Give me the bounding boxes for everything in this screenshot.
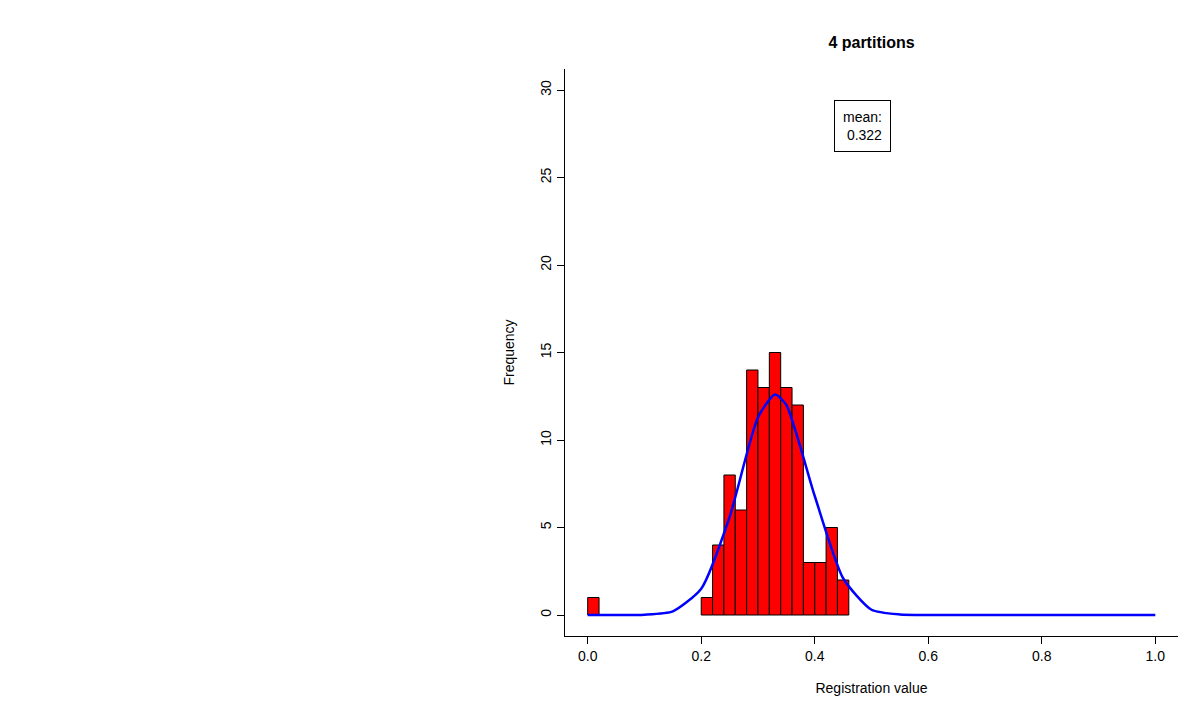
svg-text:15: 15 — [538, 342, 554, 358]
svg-text:10: 10 — [538, 430, 554, 446]
svg-text:0: 0 — [538, 609, 554, 617]
svg-text:0.2: 0.2 — [691, 648, 711, 664]
svg-text:4 partitions: 4 partitions — [828, 34, 914, 51]
svg-text:0.6: 0.6 — [919, 648, 939, 664]
svg-text:30: 30 — [538, 80, 554, 96]
svg-text:0.4: 0.4 — [805, 648, 825, 664]
svg-text:5: 5 — [538, 521, 554, 529]
svg-text:Registration value: Registration value — [815, 680, 927, 696]
svg-text:1.0: 1.0 — [1146, 648, 1166, 664]
svg-text:25: 25 — [538, 167, 554, 183]
svg-text:0.8: 0.8 — [1032, 648, 1052, 664]
svg-text:Frequency: Frequency — [501, 319, 517, 385]
svg-text:0.0: 0.0 — [578, 648, 598, 664]
svg-text:mean:0.322: mean:0.322 — [843, 109, 882, 143]
svg-text:20: 20 — [538, 255, 554, 271]
